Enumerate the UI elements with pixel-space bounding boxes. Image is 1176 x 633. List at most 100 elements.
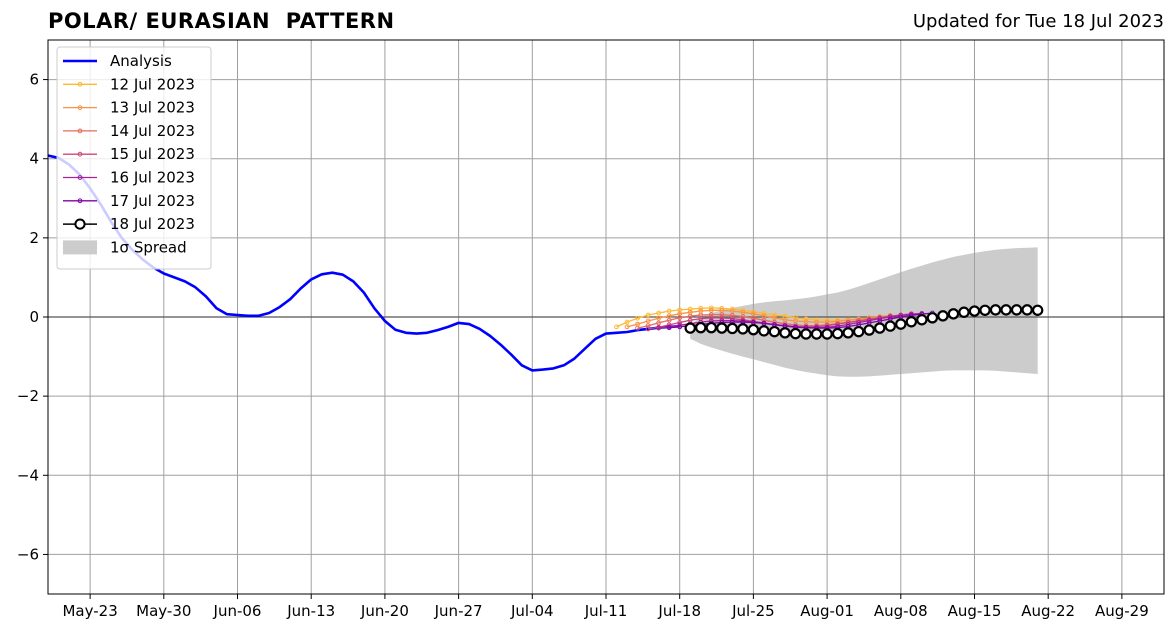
forecast-point [750, 311, 756, 317]
forecast-point [761, 317, 767, 323]
current-forecast-point [916, 314, 928, 326]
x-tick-label: May-23 [62, 602, 117, 620]
current-forecast-point [895, 318, 907, 330]
legend-marker [77, 198, 83, 204]
forecast-point [624, 324, 630, 330]
legend-item: 12 Jul 2023 [63, 75, 195, 93]
forecast-point [645, 318, 651, 324]
x-tick-label: May-30 [136, 602, 191, 620]
current-forecast-point [695, 321, 707, 334]
series-13-jul-2023 [624, 307, 893, 330]
current-forecast-point [747, 323, 760, 336]
axes-layer: May-23 May-30 Jun-06 Jun-13 Jun-20 Jun-27 Jul-… [17, 39, 1165, 620]
current-forecast-point [842, 327, 854, 339]
grid-layer [48, 40, 1164, 594]
current-forecast-point [852, 325, 865, 338]
forecast-point [645, 326, 651, 332]
current-forecast-point [1010, 304, 1023, 316]
chart-title: POLAR/ EURASIAN PATTERN [48, 9, 395, 33]
current-forecast-point [726, 322, 739, 335]
x-tick-label: Jun-06 [213, 602, 262, 620]
forecast-point [740, 314, 746, 320]
spread-band [690, 247, 1038, 377]
current-forecast-point [1021, 304, 1033, 316]
legend-marker [77, 81, 83, 87]
current-forecast-point [958, 306, 970, 318]
legend-label: 12 Jul 2023 [110, 75, 195, 93]
forecast-point [793, 315, 798, 321]
forecast-point [708, 312, 714, 318]
forecast-point [656, 315, 662, 321]
y-tick-label: 2 [29, 229, 39, 247]
forecast-point [708, 307, 714, 313]
y-tick-label: −2 [17, 387, 39, 405]
current-forecast-point [737, 323, 749, 335]
forecast-point [635, 315, 640, 321]
x-tick-label: Jul-11 [584, 602, 628, 620]
legend-marker [77, 128, 83, 134]
current-forecast-point [831, 327, 844, 340]
current-forecast-point [1031, 304, 1044, 316]
x-tick-label: Aug-08 [874, 602, 928, 620]
current-forecast-point [705, 321, 717, 334]
x-tick-label: Aug-01 [800, 602, 854, 620]
legend-label: Analysis [110, 52, 172, 70]
current-forecast-point [947, 308, 960, 320]
legend-item: Analysis [63, 52, 172, 70]
forecast-point [666, 308, 672, 314]
legend-label: 15 Jul 2023 [110, 145, 195, 163]
legend-label: 18 Jul 2023 [110, 215, 195, 233]
forecast-point [624, 319, 630, 325]
forecast-point [772, 315, 777, 321]
forecast-point [656, 310, 662, 316]
series-layer [48, 154, 1044, 372]
y-tick-label: −6 [17, 545, 39, 563]
current-forecast-point [758, 325, 770, 337]
current-forecast-point [1000, 304, 1012, 316]
legend-label: 14 Jul 2023 [110, 122, 195, 140]
forecast-point [772, 312, 777, 318]
legend-box [56, 46, 212, 270]
y-tick-label: 6 [29, 71, 39, 89]
current-forecast-point [768, 325, 781, 338]
forecast-point [719, 315, 725, 321]
legend-label: 1σ Spread [110, 238, 187, 256]
forecast-point [803, 316, 809, 322]
legend-label: 13 Jul 2023 [110, 99, 195, 117]
forecast-point [666, 313, 672, 319]
legend-swatch [63, 240, 97, 255]
series-18-jul-2023 [684, 304, 1044, 340]
current-forecast-point [937, 310, 949, 322]
forecast-point [614, 324, 619, 330]
forecast-point [635, 325, 640, 331]
legend-item: 16 Jul 2023 [63, 169, 195, 187]
forecast-point [645, 312, 651, 318]
legend-item: 15 Jul 2023 [63, 145, 195, 163]
current-forecast-point [905, 316, 918, 328]
current-forecast-point [863, 324, 875, 336]
forecast-point [729, 313, 735, 318]
current-forecast-point [810, 328, 823, 340]
current-forecast-point [821, 328, 833, 340]
forecast-point [719, 307, 725, 313]
forecast-point [666, 317, 672, 323]
legend-item: 13 Jul 2023 [63, 99, 195, 117]
x-tick-label: Jun-13 [286, 602, 335, 620]
current-forecast-point [968, 305, 981, 317]
x-tick-label: Aug-22 [1021, 602, 1075, 620]
forecast-point [708, 315, 714, 321]
current-forecast-point [779, 327, 791, 339]
forecast-point [698, 305, 704, 311]
forecast-point [761, 313, 767, 319]
forecast-point [729, 308, 735, 314]
current-forecast-point [684, 322, 696, 334]
x-tick-label: Jul-04 [510, 602, 554, 620]
current-forecast-point [926, 312, 939, 324]
legend-marker [77, 151, 83, 157]
forecast-point [656, 320, 662, 326]
y-tick-label: 4 [29, 150, 39, 168]
legend-marker [74, 218, 86, 230]
y-tick-label: 0 [29, 308, 39, 326]
forecast-point [656, 325, 662, 331]
